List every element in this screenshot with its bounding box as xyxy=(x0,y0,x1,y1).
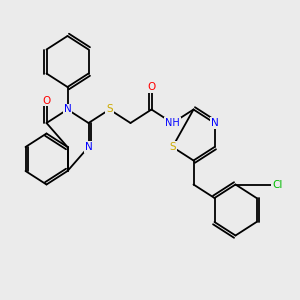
Text: Cl: Cl xyxy=(272,179,283,190)
Text: N: N xyxy=(85,142,92,152)
Text: NH: NH xyxy=(165,118,180,128)
Text: O: O xyxy=(147,82,156,92)
Text: S: S xyxy=(169,142,176,152)
Text: O: O xyxy=(42,95,51,106)
Text: S: S xyxy=(106,104,113,115)
Text: N: N xyxy=(64,104,71,115)
Text: N: N xyxy=(211,118,218,128)
